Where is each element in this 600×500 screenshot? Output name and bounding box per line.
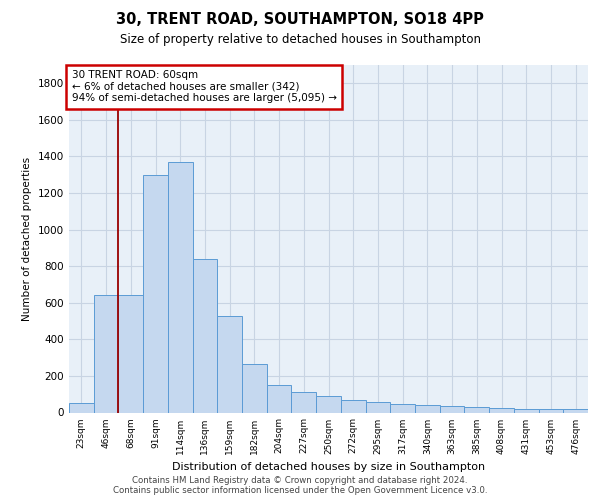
Text: 30 TRENT ROAD: 60sqm
← 6% of detached houses are smaller (342)
94% of semi-detac: 30 TRENT ROAD: 60sqm ← 6% of detached ho… bbox=[71, 70, 337, 103]
Bar bbox=[539, 409, 563, 412]
Bar bbox=[217, 316, 242, 412]
Bar bbox=[440, 406, 464, 412]
Bar bbox=[118, 296, 143, 412]
Bar bbox=[168, 162, 193, 412]
Y-axis label: Number of detached properties: Number of detached properties bbox=[22, 156, 32, 321]
Text: Contains HM Land Registry data © Crown copyright and database right 2024.
Contai: Contains HM Land Registry data © Crown c… bbox=[113, 476, 487, 495]
X-axis label: Distribution of detached houses by size in Southampton: Distribution of detached houses by size … bbox=[172, 462, 485, 472]
Bar bbox=[464, 407, 489, 412]
Bar bbox=[316, 396, 341, 412]
Bar bbox=[267, 385, 292, 412]
Bar bbox=[489, 408, 514, 412]
Bar bbox=[69, 404, 94, 412]
Bar bbox=[143, 174, 168, 412]
Bar bbox=[292, 392, 316, 412]
Bar bbox=[94, 296, 118, 412]
Bar bbox=[341, 400, 365, 412]
Bar bbox=[193, 259, 217, 412]
Bar bbox=[390, 404, 415, 412]
Bar bbox=[365, 402, 390, 412]
Text: 30, TRENT ROAD, SOUTHAMPTON, SO18 4PP: 30, TRENT ROAD, SOUTHAMPTON, SO18 4PP bbox=[116, 12, 484, 28]
Bar bbox=[242, 364, 267, 412]
Text: Size of property relative to detached houses in Southampton: Size of property relative to detached ho… bbox=[119, 32, 481, 46]
Bar bbox=[514, 409, 539, 412]
Bar bbox=[563, 409, 588, 412]
Bar bbox=[415, 405, 440, 412]
